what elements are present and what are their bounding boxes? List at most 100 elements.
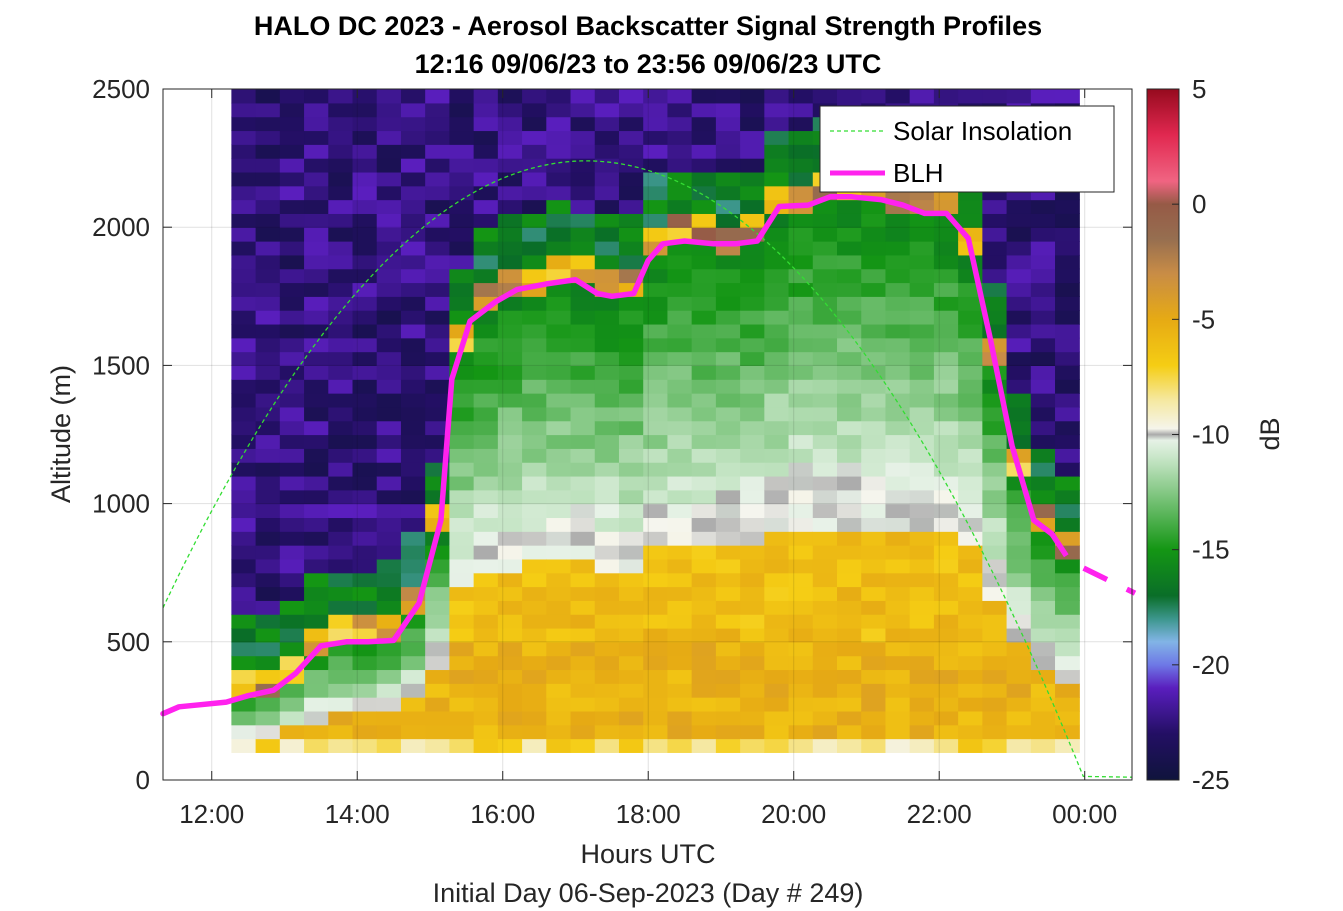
heatmap-cell: [1055, 365, 1080, 380]
heatmap-cell: [570, 503, 596, 519]
heatmap-cell: [352, 489, 378, 505]
heatmap-cell: [594, 655, 620, 671]
heatmap-cell: [740, 102, 765, 118]
heatmap-cell: [788, 144, 814, 159]
heatmap-cell: [1006, 199, 1032, 214]
heatmap-cell: [1030, 310, 1056, 325]
heatmap-cell: [376, 475, 402, 491]
heatmap-cell: [715, 434, 741, 449]
heatmap-cell: [667, 627, 693, 643]
heatmap-cell: [522, 296, 547, 311]
heatmap-cell: [594, 171, 620, 187]
heatmap-cell: [352, 406, 378, 422]
heatmap-cell: [425, 572, 451, 588]
heatmap-cell: [570, 310, 596, 325]
heatmap-cell: [715, 738, 741, 753]
heatmap-cell: [328, 144, 354, 159]
heatmap-cell: [643, 171, 669, 187]
heatmap-cell: [788, 379, 814, 394]
heatmap-cell: [667, 379, 693, 394]
heatmap-cell: [618, 227, 644, 242]
heatmap-cell: [958, 614, 983, 629]
heatmap-cell: [812, 655, 838, 671]
heatmap-cell: [328, 710, 354, 726]
heatmap-cell: [691, 710, 717, 726]
heatmap-cell: [279, 572, 305, 588]
heatmap-cell: [255, 669, 281, 684]
heatmap-cell: [255, 600, 281, 615]
heatmap-cell: [376, 517, 402, 532]
heatmap-cell: [691, 130, 717, 145]
heatmap-cell: [933, 448, 959, 463]
heatmap-cell: [740, 282, 765, 297]
heatmap-cell: [352, 545, 378, 560]
heatmap-cell: [376, 254, 402, 270]
heatmap-cell: [933, 627, 959, 643]
heatmap-cell: [788, 462, 814, 477]
heatmap-cell: [570, 586, 596, 601]
heatmap-cell: [715, 213, 741, 228]
heatmap-cell: [255, 586, 281, 601]
heatmap-cell: [1030, 241, 1056, 256]
heatmap-cell: [328, 627, 354, 643]
heatmap-cell: [691, 379, 717, 394]
heatmap-cell: [279, 158, 305, 173]
heatmap-cell: [255, 738, 281, 753]
heatmap-cell: [933, 420, 959, 436]
heatmap-cell: [764, 586, 790, 601]
colorbar-tick-label: -15: [1192, 535, 1230, 565]
heatmap-cell: [812, 545, 838, 560]
heatmap-cell: [909, 448, 935, 463]
colorbar-tick-label: -25: [1192, 765, 1230, 795]
heatmap-cell: [788, 738, 814, 753]
heatmap-cell: [982, 641, 1008, 657]
heatmap-cell: [885, 710, 911, 726]
heatmap-cell: [231, 227, 257, 242]
heatmap-cell: [594, 572, 620, 588]
heatmap-cell: [643, 227, 669, 242]
heatmap-cell: [328, 351, 354, 366]
heatmap-cell: [1006, 323, 1032, 339]
heatmap-cell: [667, 89, 693, 104]
heatmap-cell: [594, 683, 620, 698]
heatmap-cell: [1055, 351, 1080, 366]
heatmap-cell: [691, 475, 717, 491]
heatmap-cell: [497, 641, 523, 657]
heatmap-cell: [304, 185, 329, 201]
heatmap-cell: [352, 268, 378, 284]
heatmap-cell: [400, 572, 426, 588]
heatmap-cell: [473, 614, 499, 629]
heatmap-cell: [715, 199, 741, 214]
heatmap-cell: [643, 199, 669, 214]
heatmap-cell: [546, 545, 572, 560]
heatmap-cell: [788, 503, 814, 519]
heatmap-cell: [643, 130, 669, 145]
heatmap-cell: [570, 130, 596, 145]
heatmap-cell: [400, 531, 426, 546]
heatmap-cell: [1055, 586, 1080, 601]
heatmap-cell: [570, 116, 596, 132]
heatmap-cell: [788, 282, 814, 297]
heatmap-cell: [1006, 558, 1032, 574]
heatmap-cell: [643, 406, 669, 422]
colorbar-tick-label: -5: [1192, 304, 1215, 334]
heatmap-cell: [861, 351, 887, 366]
heatmap-cell: [1055, 213, 1080, 228]
heatmap-cell: [497, 144, 523, 159]
heatmap-cell: [618, 420, 644, 436]
heatmap-cell: [740, 158, 765, 173]
heatmap-cell: [473, 697, 499, 712]
heatmap-cell: [1006, 241, 1032, 256]
heatmap-cell: [812, 572, 838, 588]
heatmap-cell: [400, 738, 426, 753]
heatmap-cell: [837, 199, 862, 214]
heatmap-cell: [425, 503, 451, 519]
heatmap-cell: [255, 268, 281, 284]
heatmap-cell: [255, 116, 281, 132]
heatmap-cell: [376, 227, 402, 242]
heatmap-cell: [522, 697, 547, 712]
heatmap-cell: [546, 365, 572, 380]
heatmap-cell: [594, 116, 620, 132]
heatmap-cell: [279, 503, 305, 519]
heatmap-cell: [958, 586, 983, 601]
